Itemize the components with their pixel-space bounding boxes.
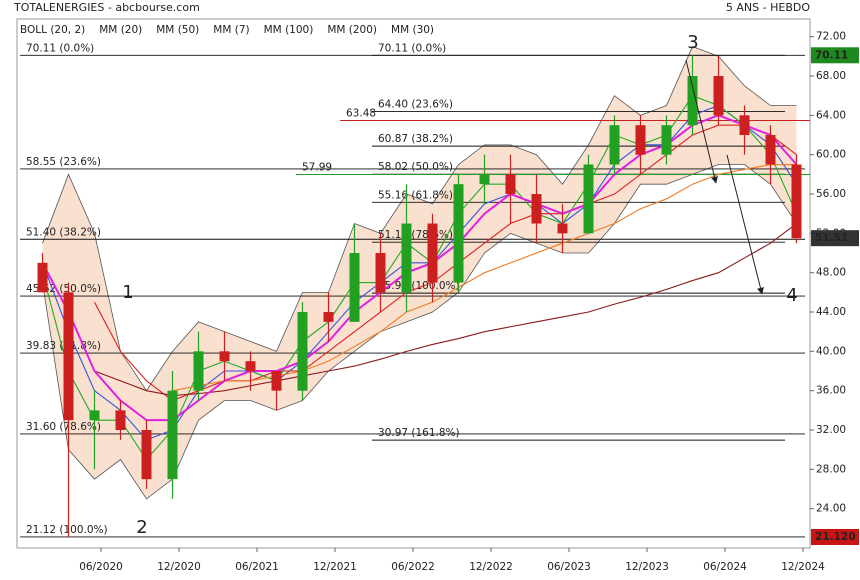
candle-body <box>557 223 568 234</box>
x-tick-label: 12/2021 <box>313 561 357 573</box>
y-tick-label: 28.00 <box>816 463 846 475</box>
y-tick-label: 64.00 <box>816 109 846 121</box>
price-tag <box>811 528 859 545</box>
bollinger-lower <box>42 164 797 500</box>
x-tick-label: 06/2021 <box>235 561 279 573</box>
level-label: 63.48 <box>346 107 376 119</box>
candle-body <box>37 262 48 293</box>
price-tag-label: 70.11 <box>815 49 848 61</box>
fib-label: 70.11 (0.0%) <box>26 42 94 54</box>
x-tick-label: 12/2024 <box>781 561 825 573</box>
wave-label: 4 <box>786 285 797 306</box>
candle-body <box>141 430 152 480</box>
candle-body <box>349 253 360 322</box>
chart-title: TOTALENERGIES - abcbourse.com <box>13 1 200 14</box>
fib-label: 45.92 (100.0%) <box>378 280 460 292</box>
candle-body <box>453 184 464 283</box>
x-tick-label: 06/2022 <box>391 561 435 573</box>
fib-label: 45.62 (50.0%) <box>26 283 101 295</box>
price-tag <box>811 230 859 247</box>
y-tick-label: 40.00 <box>816 345 846 357</box>
candle-body <box>245 361 256 372</box>
fib-label: 51.10 (78.6%) <box>378 229 453 241</box>
legend-entry: MM (30) <box>391 24 434 36</box>
candle-body <box>791 164 802 239</box>
arrow <box>726 154 764 295</box>
x-tick-label: 12/2022 <box>469 561 513 573</box>
candle-body <box>115 410 126 431</box>
candle-body <box>583 164 594 234</box>
candle-body <box>297 312 308 391</box>
candle-body <box>219 351 230 362</box>
legend-entry: MM (7) <box>213 24 249 36</box>
fib-label: 58.02 (50.0%) <box>378 161 453 173</box>
candle-body <box>167 390 178 480</box>
legend-entry: MM (200) <box>327 24 377 36</box>
arrow <box>685 59 718 184</box>
candle-body <box>739 115 750 136</box>
y-tick-label: 56.00 <box>816 188 846 200</box>
fib-label: 64.40 (23.6%) <box>378 98 453 110</box>
candle-body <box>271 371 282 391</box>
candle-body <box>193 351 204 391</box>
level-label: 57.99 <box>302 161 332 173</box>
wave-label: 3 <box>687 32 698 53</box>
y-tick-label: 72.00 <box>816 31 846 43</box>
chart-subtitle: 5 ANS - HEBDO <box>726 1 810 14</box>
legend-entry: MM (100) <box>264 24 314 36</box>
candle-body <box>505 174 516 195</box>
candle-body <box>63 292 74 421</box>
wave-label: 1 <box>122 282 133 303</box>
candle-body <box>531 194 542 224</box>
candle-body <box>375 253 386 293</box>
candle-body <box>713 76 724 116</box>
candle-body <box>427 223 438 283</box>
candle-body <box>687 76 698 126</box>
fib-label: 30.97 (161.8%) <box>378 427 460 439</box>
fib-label: 31.60 (78.6%) <box>26 421 101 433</box>
price-tag <box>811 47 859 64</box>
candle-body <box>635 125 646 155</box>
x-tick-label: 06/2024 <box>703 561 747 573</box>
y-tick-label: 32.00 <box>816 424 846 436</box>
y-tick-label: 60.00 <box>816 149 846 161</box>
fib-label: 51.40 (38.2%) <box>26 226 101 238</box>
fib-label: 58.55 (23.6%) <box>26 156 101 168</box>
candle-body <box>89 410 100 421</box>
bollinger-upper <box>42 46 797 392</box>
x-tick-label: 06/2023 <box>547 561 591 573</box>
candle-body <box>401 223 412 293</box>
fib-label: 60.87 (38.2%) <box>378 133 453 145</box>
legend-entry: MM (50) <box>156 24 199 36</box>
price-tag-label: 21.120 <box>815 531 856 543</box>
y-tick-label: 44.00 <box>816 306 846 318</box>
candle-body <box>765 135 776 165</box>
candle-body <box>479 174 490 185</box>
y-tick-label: 48.00 <box>816 267 846 279</box>
moving-average <box>94 124 797 402</box>
price-tag-label: 51.51 <box>815 232 848 244</box>
bollinger-band <box>42 46 797 499</box>
fib-label: 21.12 (100.0%) <box>26 524 108 536</box>
y-tick-label: 24.00 <box>816 503 846 515</box>
legend-entry: MM (20) <box>99 24 142 36</box>
y-tick-label: 68.00 <box>816 70 846 82</box>
x-tick-label: 12/2020 <box>157 561 201 573</box>
legend-entry: BOLL (20, 2) <box>20 24 85 36</box>
candle-body <box>609 125 620 165</box>
moving-average <box>94 223 797 397</box>
candle-body <box>661 125 672 155</box>
fib-label: 70.11 (0.0%) <box>378 42 446 54</box>
y-tick-label: 36.00 <box>816 385 846 397</box>
x-tick-label: 06/2020 <box>79 561 123 573</box>
fib-label: 55.16 (61.8%) <box>378 189 453 201</box>
wave-label: 2 <box>136 517 147 538</box>
x-tick-label: 12/2023 <box>625 561 669 573</box>
candle-body <box>323 312 334 322</box>
